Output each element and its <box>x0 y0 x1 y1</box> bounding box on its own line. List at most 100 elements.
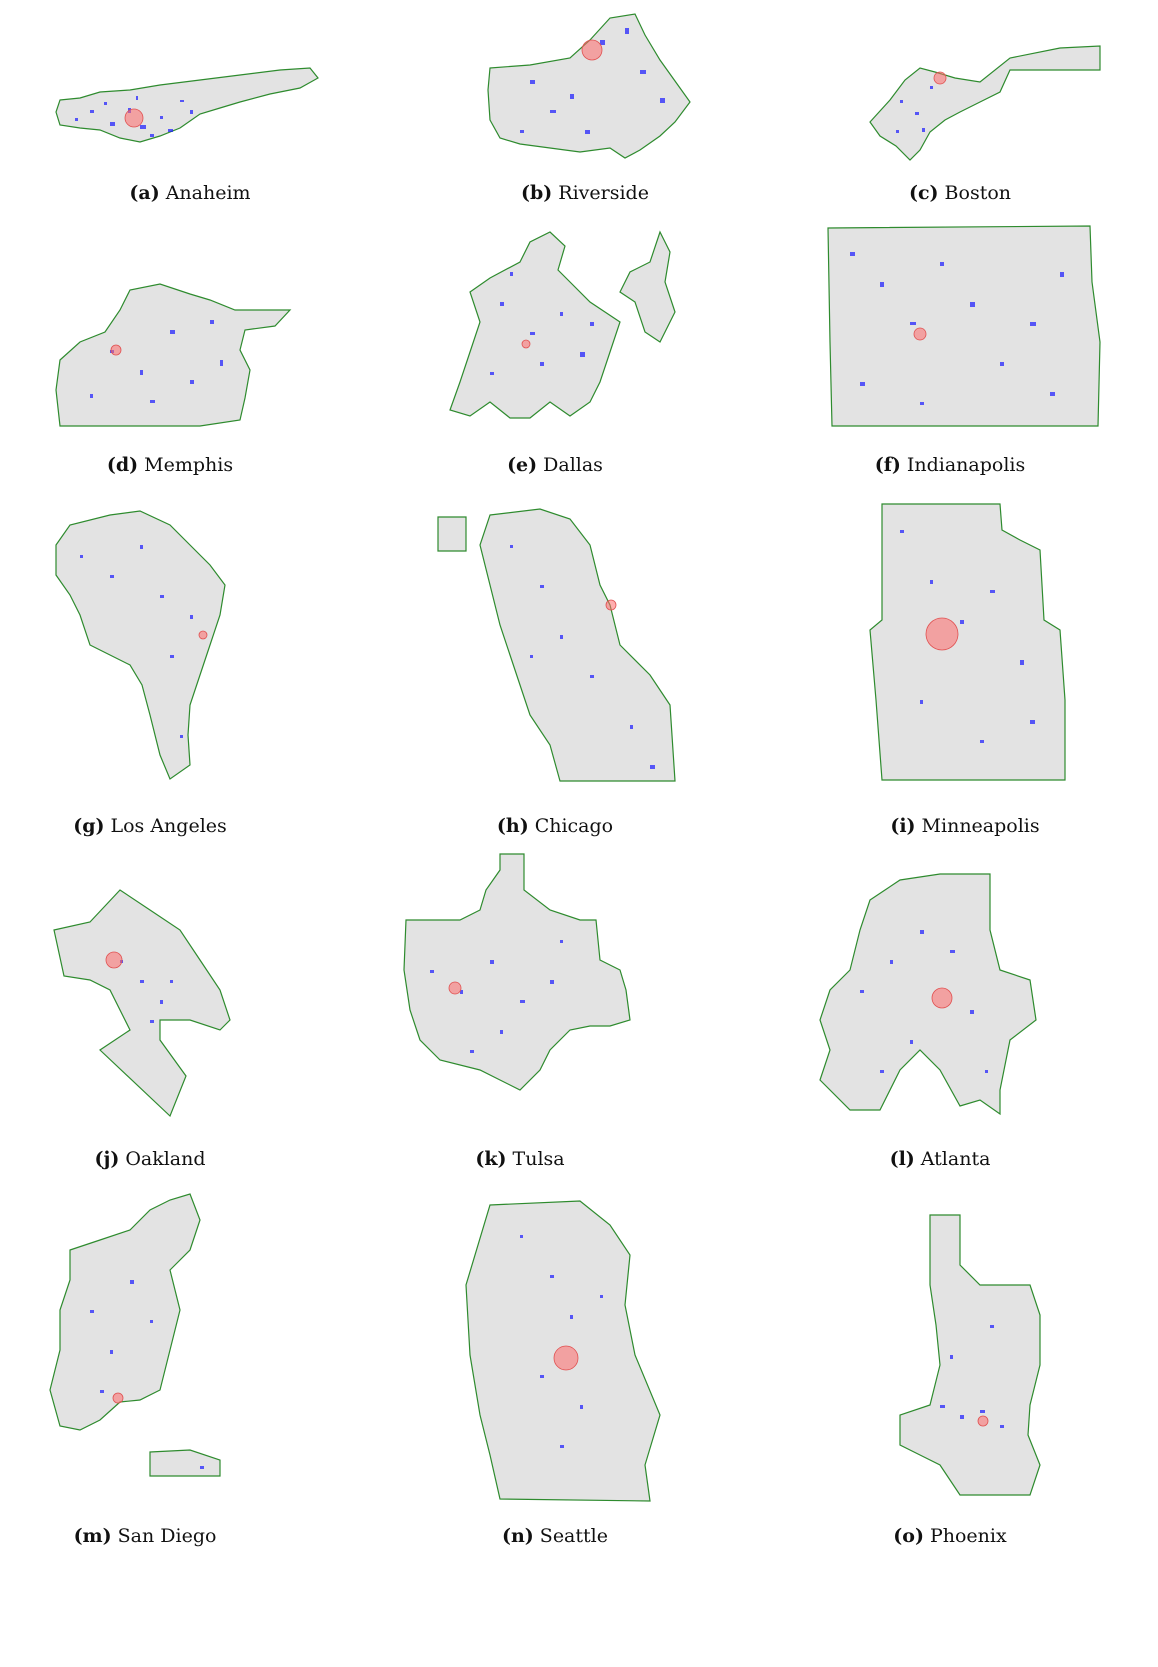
lake-island <box>619 230 676 343</box>
city-name: Anaheim <box>165 182 251 204</box>
feature-dots <box>75 96 193 137</box>
city-name: Dallas <box>543 454 603 476</box>
feature-dots <box>80 545 193 738</box>
ohare-area <box>437 516 467 552</box>
panel-tag: (c) <box>908 182 939 204</box>
feature-dots <box>940 1325 1004 1428</box>
panel-tag: (b) <box>521 182 553 204</box>
city-name: Oakland <box>125 1148 206 1170</box>
panel-tag: (a) <box>129 182 160 204</box>
panel-tag: (k) <box>475 1148 507 1170</box>
map-tulsa <box>403 853 631 1091</box>
map-riverside <box>487 13 691 159</box>
caption-atlanta: (l) Atlanta <box>760 1148 1120 1170</box>
feature-dots <box>520 28 665 134</box>
city-boundary <box>55 67 319 143</box>
panel-tag: (f) <box>874 454 901 476</box>
caption-phoenix: (o) Phoenix <box>770 1525 1130 1547</box>
center-marker <box>933 71 947 85</box>
center-marker <box>931 987 953 1009</box>
caption-minneapolis: (i) Minneapolis <box>785 815 1145 837</box>
city-name: Indianapolis <box>906 454 1026 476</box>
city-name: Tulsa <box>512 1148 565 1170</box>
city-boundary <box>403 853 631 1091</box>
city-boundary <box>869 45 1101 161</box>
center-marker <box>112 1392 124 1404</box>
center-marker <box>521 339 531 349</box>
city-name: Chicago <box>534 815 614 837</box>
city-name: San Diego <box>117 1525 217 1547</box>
city-name: Boston <box>944 182 1012 204</box>
caption-los-angeles: (g) Los Angeles <box>0 815 330 837</box>
panel-tag: (n) <box>502 1525 534 1547</box>
panel-tag: (m) <box>73 1525 112 1547</box>
city-boundary <box>55 283 292 427</box>
caption-anaheim: (a) Anaheim <box>10 182 370 204</box>
feature-dots <box>900 530 1035 743</box>
center-marker <box>977 1415 989 1427</box>
city-boundary <box>49 1193 201 1431</box>
panel-tag: (o) <box>893 1525 924 1547</box>
caption-tulsa: (k) Tulsa <box>340 1148 700 1170</box>
city-boundary <box>487 13 691 159</box>
caption-indianapolis: (f) Indianapolis <box>770 454 1130 476</box>
center-marker <box>124 108 144 128</box>
panel-tag: (j) <box>94 1148 120 1170</box>
caption-boston: (c) Boston <box>780 182 1140 204</box>
center-marker <box>198 630 208 640</box>
map-indianapolis <box>827 225 1101 427</box>
map-anaheim <box>55 67 319 143</box>
city-name: Minneapolis <box>921 815 1040 837</box>
panel-tag: (l) <box>889 1148 915 1170</box>
city-boundary <box>55 510 226 780</box>
panel-tag: (i) <box>890 815 916 837</box>
map-boston <box>869 45 1101 161</box>
map-phoenix <box>899 1214 1041 1496</box>
feature-dots <box>430 940 563 1053</box>
caption-memphis: (d) Memphis <box>0 454 350 476</box>
city-name: Memphis <box>144 454 234 476</box>
feature-dots <box>860 930 988 1073</box>
map-memphis <box>55 283 292 427</box>
map-minneapolis <box>869 503 1066 781</box>
city-boundary <box>53 889 231 1118</box>
map-oakland <box>53 889 231 1118</box>
caption-seattle: (n) Seattle <box>375 1525 735 1547</box>
center-marker <box>605 599 617 611</box>
city-name: Seattle <box>539 1525 608 1547</box>
panel-tag: (d) <box>106 454 139 476</box>
map-san-diego <box>49 1193 221 1477</box>
map-los-angeles <box>55 510 226 780</box>
caption-riverside: (b) Riverside <box>405 182 765 204</box>
map-chicago <box>437 508 676 782</box>
center-marker <box>913 327 927 341</box>
caption-san-diego: (m) San Diego <box>0 1525 325 1547</box>
panel-tag: (h) <box>496 815 529 837</box>
feature-dots <box>850 252 1064 405</box>
center-marker <box>581 39 603 61</box>
city-boundary <box>819 873 1037 1116</box>
center-marker <box>925 617 959 651</box>
city-name: Los Angeles <box>110 815 227 837</box>
feature-dots <box>896 86 933 133</box>
city-boundary <box>899 1214 1041 1496</box>
center-marker <box>553 1345 579 1371</box>
feature-dots <box>490 272 594 375</box>
feature-dots <box>510 545 655 769</box>
caption-chicago: (h) Chicago <box>375 815 735 837</box>
city-boundary <box>869 503 1066 781</box>
city-name: Phoenix <box>929 1525 1007 1547</box>
center-marker <box>448 981 462 995</box>
caption-oakland: (j) Oakland <box>0 1148 330 1170</box>
panel-tag: (e) <box>507 454 538 476</box>
city-boundary <box>479 508 676 782</box>
city-name: Atlanta <box>920 1148 991 1170</box>
map-seattle <box>465 1200 661 1502</box>
feature-dots <box>520 1235 603 1448</box>
city-boundary <box>827 225 1101 427</box>
feature-dots <box>90 1280 204 1469</box>
city-name: Riverside <box>558 182 649 204</box>
south-section <box>149 1449 221 1477</box>
city-boundary <box>449 231 621 419</box>
center-marker <box>110 344 122 356</box>
